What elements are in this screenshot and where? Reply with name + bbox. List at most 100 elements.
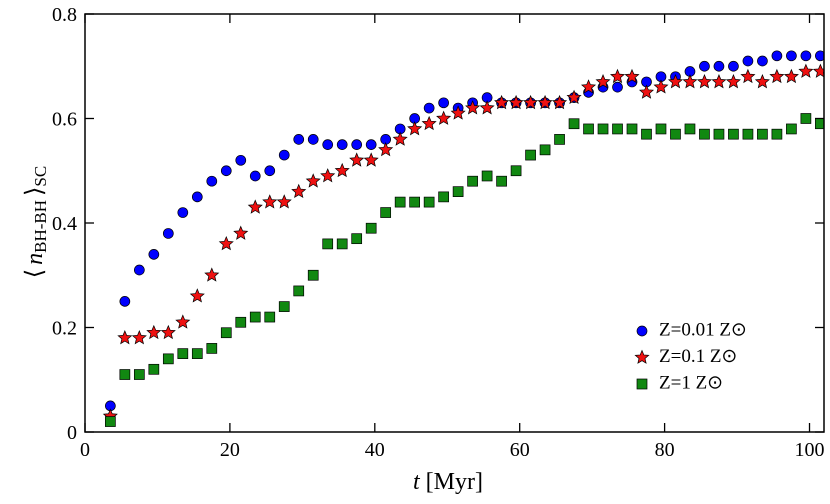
point <box>189 288 205 303</box>
point <box>742 128 754 140</box>
point <box>191 348 203 359</box>
point <box>626 123 638 135</box>
x-label-part: t <box>413 469 421 495</box>
point <box>638 84 655 99</box>
point <box>581 79 597 94</box>
point <box>740 68 756 84</box>
point <box>771 128 783 140</box>
y-tick-label: 0 <box>67 422 77 444</box>
point <box>684 123 696 135</box>
point <box>523 94 539 110</box>
point <box>278 301 290 312</box>
point <box>641 128 652 140</box>
x-label-part: [Myr] <box>426 469 483 495</box>
point <box>438 191 449 203</box>
y-label-part: BH-BH <box>31 200 50 253</box>
point <box>363 152 379 167</box>
point <box>349 152 365 167</box>
point <box>235 154 247 166</box>
x-tick-label: 40 <box>365 439 385 461</box>
point <box>438 97 449 109</box>
point <box>525 149 536 161</box>
point <box>568 118 580 130</box>
point <box>609 68 626 84</box>
legend-marker <box>636 378 648 390</box>
point <box>815 50 824 62</box>
y-tick-label: 0.2 <box>52 318 77 340</box>
point <box>696 74 712 89</box>
point <box>496 175 507 187</box>
y-label-part: SC <box>31 166 50 187</box>
point <box>713 128 725 140</box>
point <box>394 196 406 208</box>
point <box>278 149 290 161</box>
point <box>682 74 698 89</box>
point <box>554 134 565 145</box>
point <box>597 123 609 135</box>
point <box>392 131 408 146</box>
point <box>407 121 423 136</box>
point <box>146 324 162 340</box>
point <box>204 267 220 282</box>
point <box>247 199 263 214</box>
point <box>510 165 522 177</box>
point <box>494 94 510 110</box>
point <box>754 74 770 89</box>
point <box>786 123 797 135</box>
point <box>812 63 824 78</box>
point <box>798 63 814 78</box>
point <box>133 264 145 276</box>
point <box>322 139 334 150</box>
point <box>162 353 174 365</box>
legend-label: Z=0.1 Z⊙ <box>659 346 737 367</box>
point <box>334 162 350 178</box>
point <box>653 79 669 94</box>
point <box>131 330 147 345</box>
point <box>612 123 623 135</box>
point <box>160 324 176 340</box>
point <box>148 363 160 375</box>
y-label-part: ⟨ <box>22 269 48 278</box>
point <box>481 170 493 182</box>
point <box>537 94 553 110</box>
point <box>105 416 116 427</box>
point <box>423 102 435 114</box>
y-label-part: n <box>22 253 48 265</box>
point <box>452 186 464 197</box>
y-axis-label: ⟨ nBH-BH ⟩SC <box>22 166 50 278</box>
point <box>235 316 247 328</box>
point <box>117 330 133 345</box>
point <box>218 235 234 251</box>
point <box>624 68 640 84</box>
point <box>769 68 785 84</box>
point <box>725 74 741 89</box>
point <box>206 343 218 354</box>
point <box>206 175 218 187</box>
point <box>177 348 189 359</box>
point <box>566 89 582 104</box>
point <box>713 60 725 72</box>
point <box>305 173 321 188</box>
point <box>670 128 681 140</box>
point <box>742 55 754 67</box>
x-axis-label: t [Myr] <box>413 469 483 495</box>
y-tick-label: 0.8 <box>52 4 77 26</box>
point <box>351 139 363 150</box>
point <box>783 68 799 84</box>
point <box>119 296 131 307</box>
x-tick-label: 20 <box>220 439 240 461</box>
point <box>133 369 145 380</box>
point <box>728 128 739 140</box>
point <box>320 168 336 183</box>
point <box>365 222 377 234</box>
point <box>119 369 131 380</box>
point <box>148 249 160 260</box>
point <box>365 139 377 150</box>
point <box>262 194 278 209</box>
point <box>612 81 623 93</box>
point <box>380 207 392 218</box>
point <box>699 128 710 140</box>
point <box>815 118 824 130</box>
point <box>336 238 348 250</box>
